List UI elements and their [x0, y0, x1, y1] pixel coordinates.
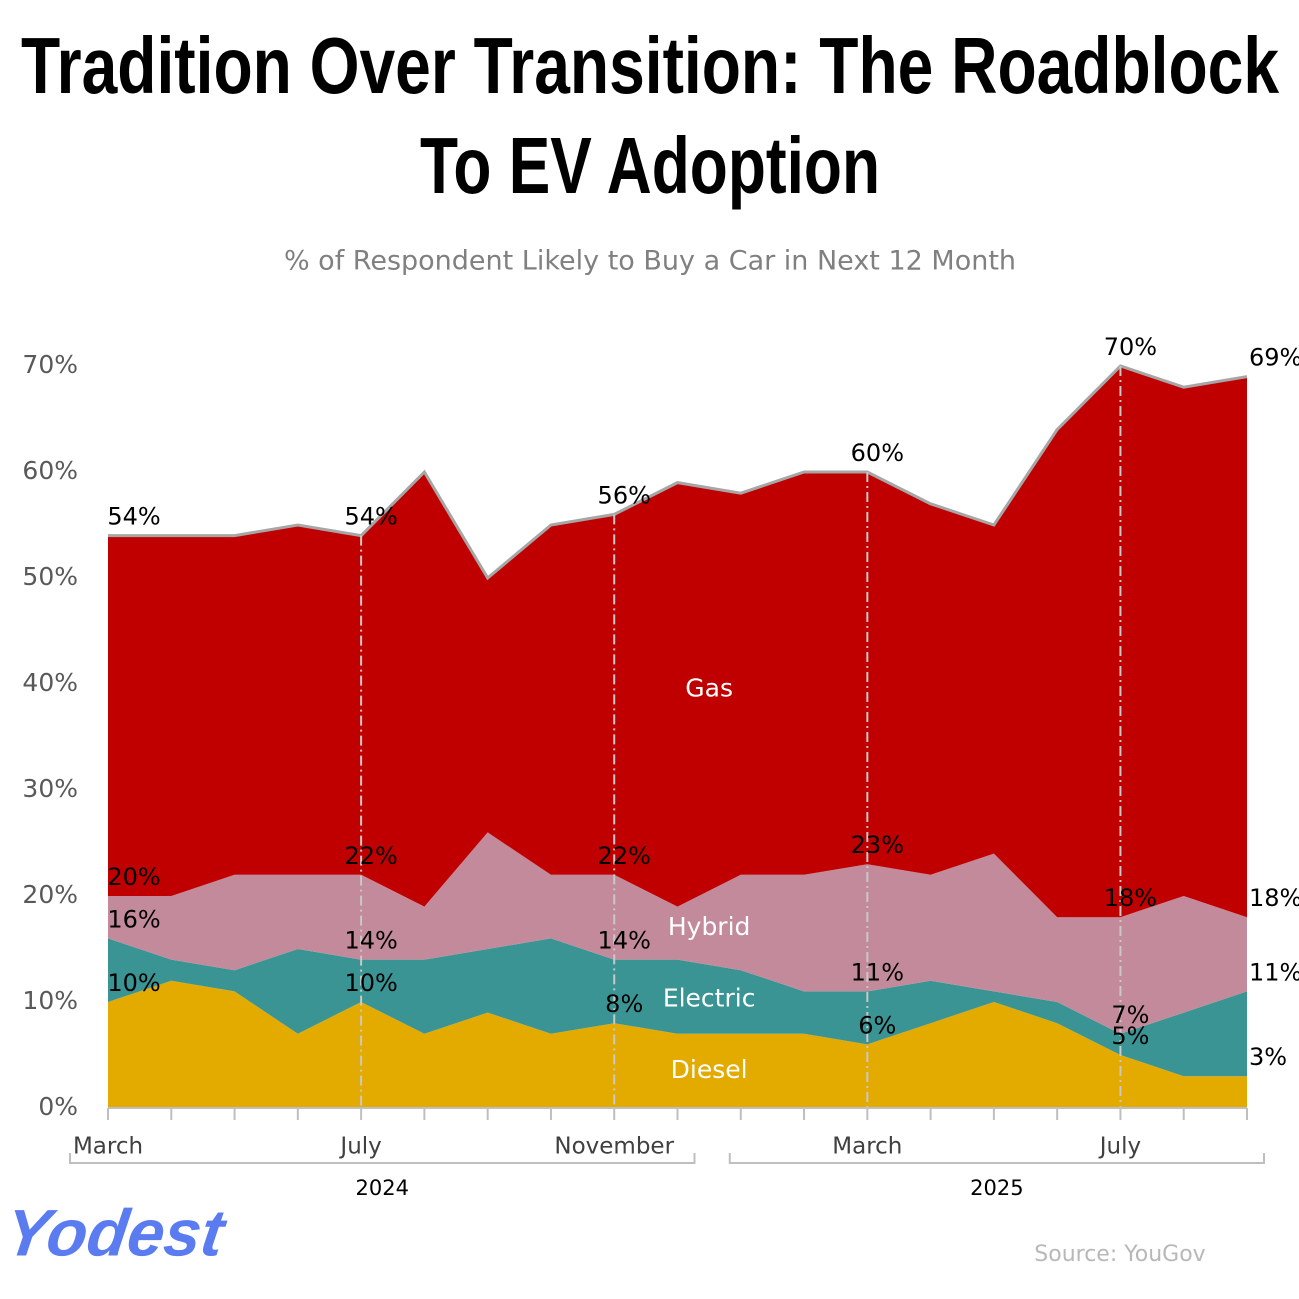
data-label: 22% [598, 842, 651, 870]
data-label: 14% [598, 927, 651, 955]
data-label: 10% [107, 969, 160, 997]
data-label: 16% [107, 905, 160, 933]
data-label: 18% [1104, 884, 1157, 912]
data-label: 22% [344, 842, 397, 870]
y-tick-label: 10% [22, 986, 78, 1015]
y-tick-label: 0% [38, 1092, 78, 1121]
data-label: 11% [1249, 958, 1299, 986]
x-tick-label: July [338, 1134, 381, 1160]
data-label: 23% [851, 831, 904, 859]
data-label: 20% [107, 863, 160, 891]
chart-subtitle: % of Respondent Likely to Buy a Car in N… [284, 246, 1016, 277]
x-tick-label: July [1098, 1134, 1141, 1160]
total-outline [108, 364, 1248, 581]
area [108, 938, 1247, 1077]
series-label: Gas [685, 673, 733, 702]
data-label: 11% [851, 958, 904, 986]
data-label: 3% [1249, 1043, 1287, 1071]
group-label: 2024 [356, 1176, 409, 1200]
data-label: 60% [851, 439, 904, 467]
y-tick-label: 50% [22, 562, 78, 591]
source: Source: YouGov [1034, 1242, 1205, 1267]
chart-title: To EV Adoption [420, 121, 880, 210]
series-label: Diesel [671, 1055, 748, 1084]
data-label: 54% [107, 503, 160, 531]
brand-logo: Yodest [1, 1197, 232, 1271]
data-label: 70% [1104, 333, 1157, 361]
data-label: 18% [1249, 884, 1299, 912]
data-label: 56% [598, 481, 651, 509]
data-label: 14% [344, 927, 397, 955]
data-label: 5% [1111, 1022, 1149, 1050]
x-tick-label: March [73, 1134, 143, 1160]
group-label: 2025 [970, 1176, 1023, 1200]
area [108, 980, 1247, 1108]
y-tick-label: 70% [22, 350, 78, 379]
y-tick-label: 30% [22, 774, 78, 803]
series-label: Hybrid [668, 912, 751, 941]
data-label: 10% [344, 969, 397, 997]
area [108, 832, 1247, 1034]
x-tick-label: March [832, 1134, 902, 1160]
series-label: Electric [663, 983, 756, 1012]
group-bracket [728, 1153, 1265, 1164]
data-label: 7% [1111, 1001, 1149, 1029]
data-label: 6% [858, 1011, 896, 1039]
x-tick-label: November [554, 1134, 674, 1160]
y-tick-label: 20% [22, 880, 78, 909]
data-label: 8% [605, 990, 643, 1018]
chart-title: Tradition Over Transition: The Roadblock [21, 21, 1279, 110]
y-tick-label: 60% [22, 456, 78, 485]
y-tick-label: 40% [22, 668, 78, 697]
data-label: 69% [1249, 344, 1299, 372]
data-label: 54% [344, 503, 397, 531]
group-bracket [69, 1153, 696, 1164]
